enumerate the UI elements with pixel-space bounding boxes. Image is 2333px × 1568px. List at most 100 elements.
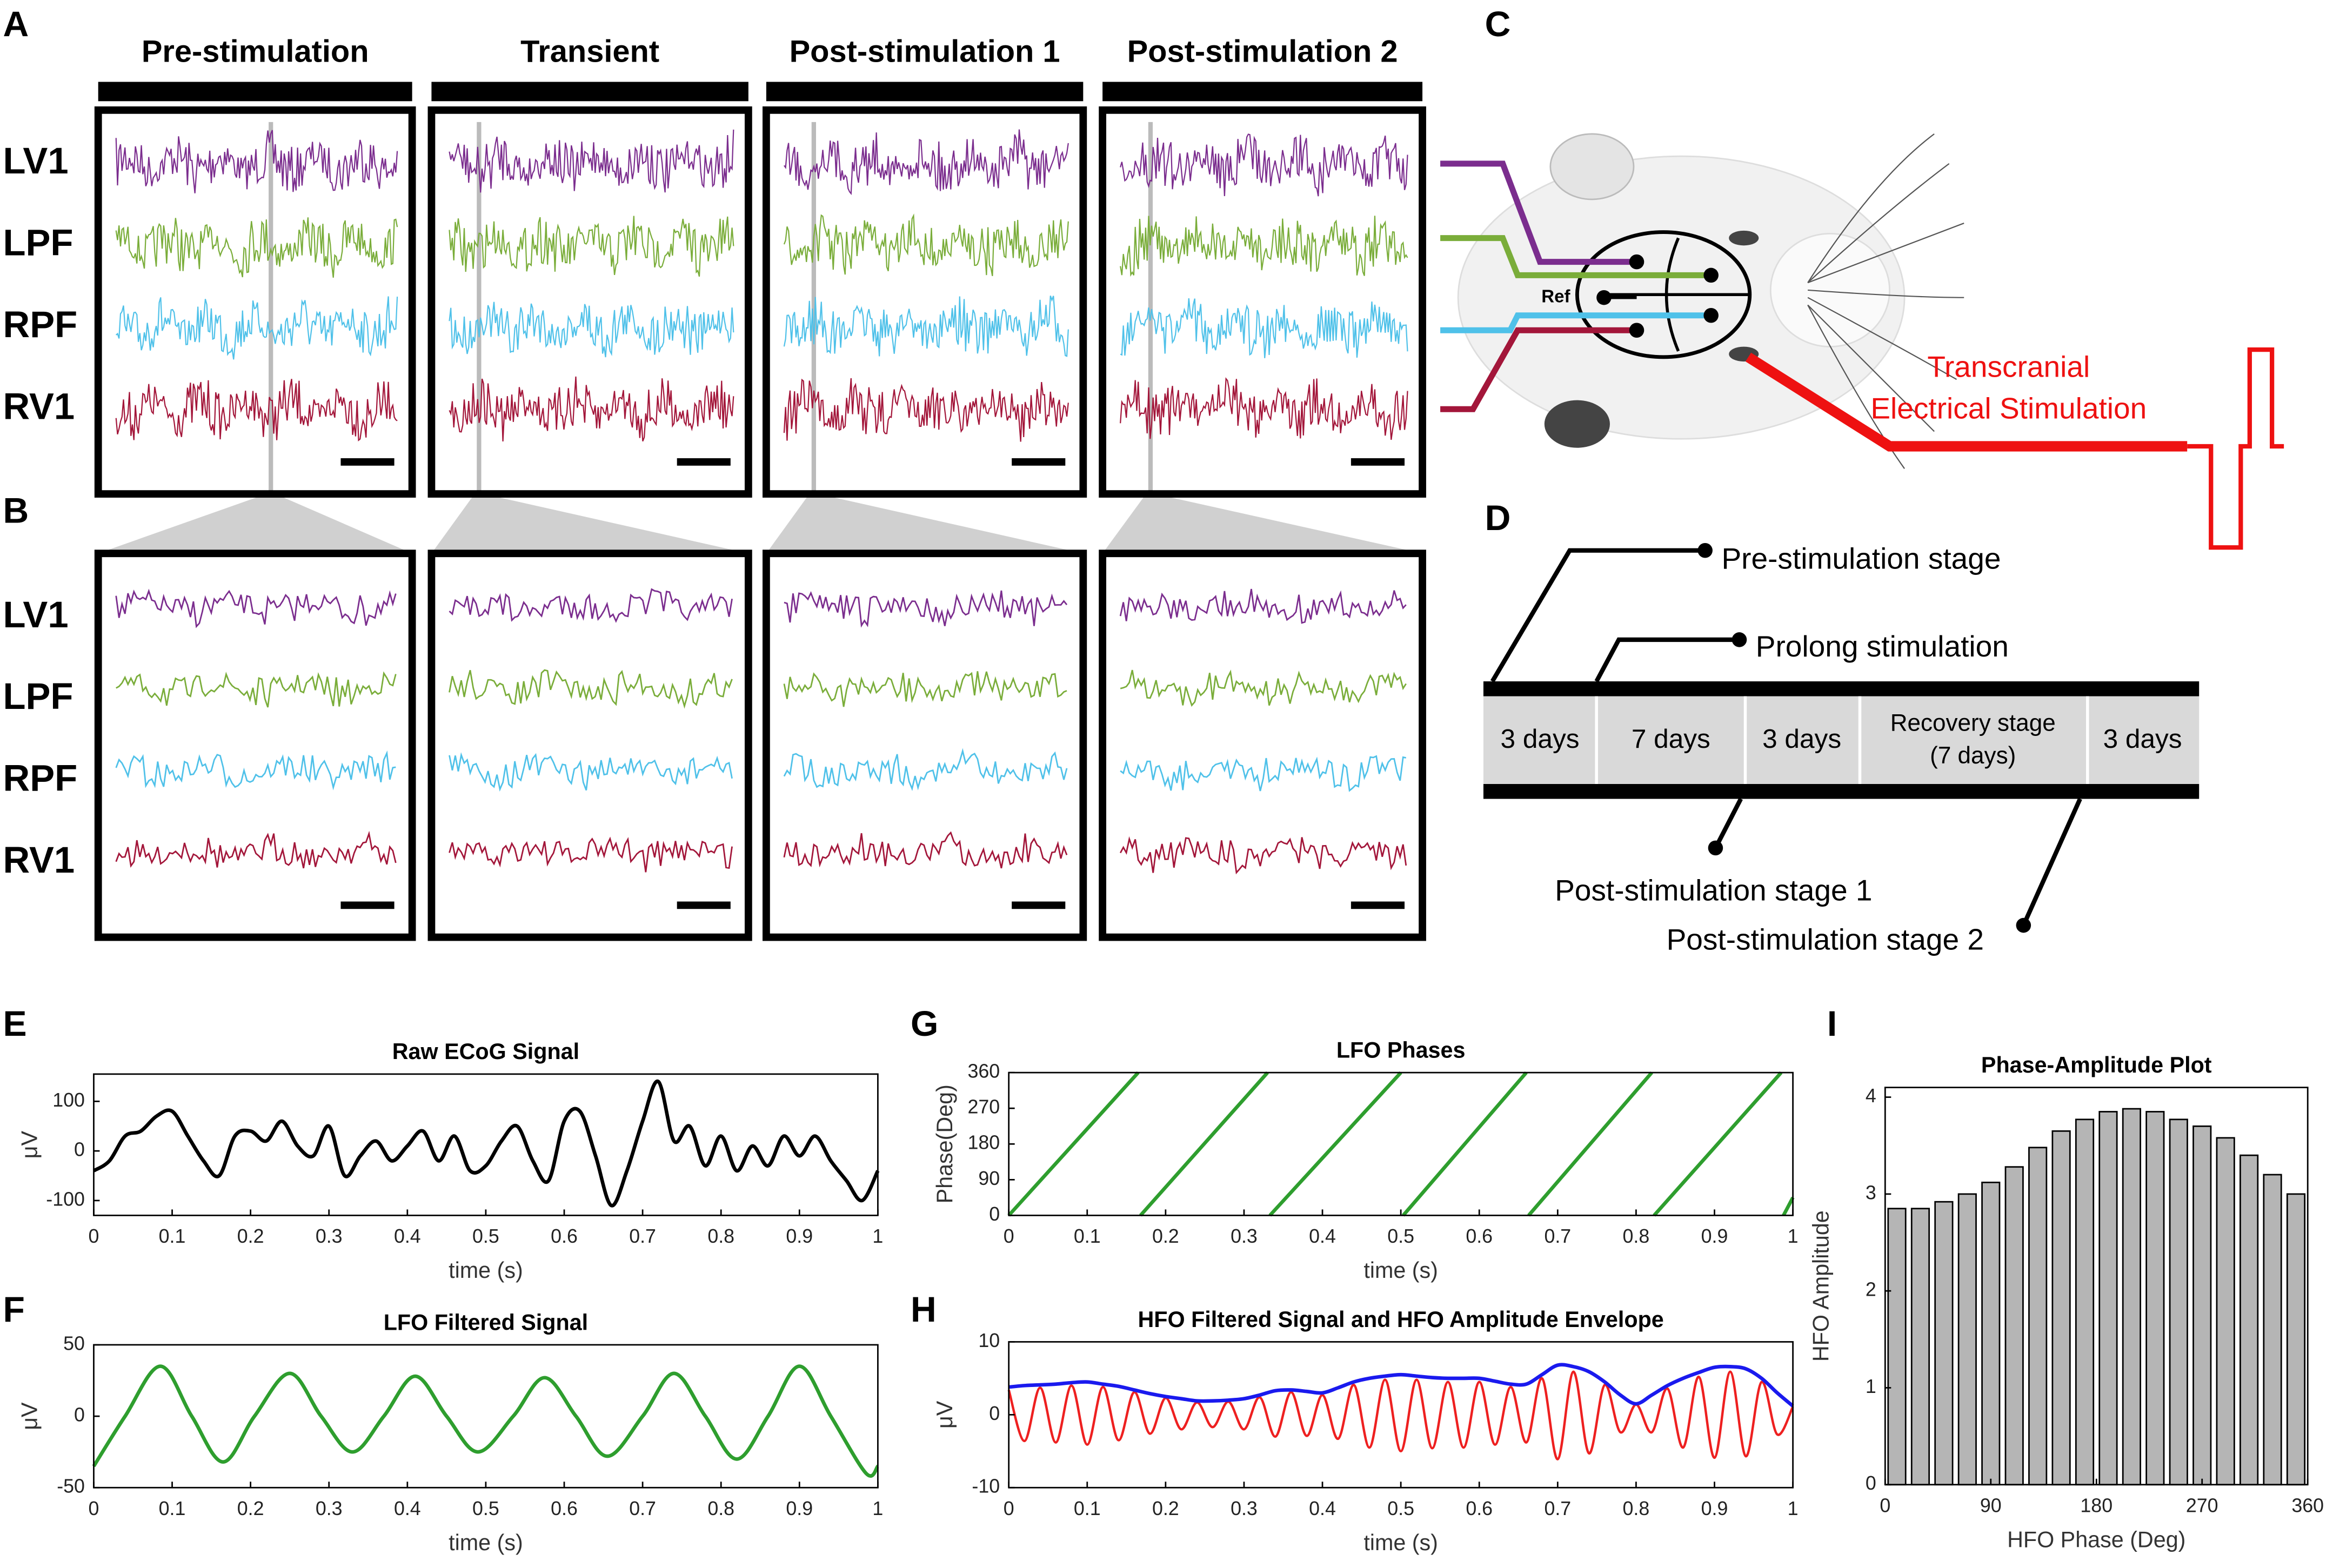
x-tick-label: 0.9 (1701, 1498, 1728, 1519)
plot-frame (93, 1344, 879, 1489)
panel-letter: F (3, 1290, 25, 1330)
stage-bar (766, 82, 1084, 102)
channel-label: RPF (3, 758, 78, 799)
x-tick-label: 1 (1788, 1225, 1799, 1247)
x-tick-label: 360 (2291, 1495, 2324, 1517)
bar (2169, 1118, 2188, 1486)
scale-bar (1012, 901, 1066, 909)
y-tick-label: 1 (1866, 1376, 1876, 1397)
bar (2004, 1166, 2024, 1486)
bar (2122, 1108, 2141, 1486)
y-tick-label: 0 (74, 1139, 85, 1161)
trace (115, 130, 398, 193)
trace (783, 748, 1068, 791)
x-tick-label: 0.5 (472, 1498, 499, 1519)
x-tick-label: 0.3 (1231, 1225, 1258, 1247)
bar (2051, 1130, 2071, 1486)
trace (449, 301, 734, 358)
channel-label: RPF (3, 304, 78, 345)
channel-label: LV1 (3, 594, 69, 635)
x-axis-label: time (s) (1363, 1258, 1438, 1283)
x-tick-label: 0.5 (472, 1225, 499, 1247)
trace (115, 588, 397, 628)
trace (115, 217, 398, 278)
y-axis-label: μV (932, 1401, 957, 1429)
timeline (1483, 542, 2200, 933)
trace (783, 378, 1069, 442)
x-tick-label: 0.4 (394, 1225, 421, 1247)
x-tick-label: 0.2 (1152, 1225, 1179, 1247)
panel-letter: H (911, 1290, 937, 1330)
x-tick-label: 0.9 (786, 1225, 813, 1247)
callout: Post-stimulation stage 1 (1555, 874, 1872, 907)
y-tick-label: 0 (989, 1203, 1000, 1225)
x-tick-label: 0.8 (707, 1498, 734, 1519)
x-tick-label: 0.1 (1074, 1498, 1101, 1519)
ref-label: Ref (1541, 286, 1570, 306)
trace (449, 669, 733, 709)
timeline-cell: 3 days (1762, 723, 1841, 754)
plot (1007, 1363, 1794, 1460)
trace (115, 830, 397, 869)
trace (115, 379, 398, 441)
x-tick-label: 0.6 (551, 1498, 578, 1519)
y-tick-label: 10 (978, 1330, 1000, 1351)
x-tick-label: 90 (1980, 1495, 2002, 1517)
channel-label: RV1 (3, 385, 75, 427)
trace (1119, 588, 1407, 624)
x-tick-label: 1 (872, 1225, 883, 1247)
x-tick-label: 0.6 (1466, 1225, 1493, 1247)
stage-bar (431, 82, 748, 102)
x-tick-label: 0.8 (1623, 1225, 1650, 1247)
scale-bar (677, 901, 731, 909)
y-tick-label: 360 (967, 1061, 1000, 1082)
timeline-cell: 7 days (1632, 723, 1710, 754)
callout: Prolong stimulation (1756, 629, 2009, 663)
chart-title: LFO Phases (1336, 1037, 1466, 1062)
x-tick-label: 270 (2186, 1495, 2218, 1517)
x-tick-label: 0 (1880, 1495, 1890, 1517)
x-tick-label: 0.2 (1152, 1498, 1179, 1519)
timeline-cell: Recovery stage (1890, 710, 2056, 736)
trace-box (763, 550, 1087, 941)
trace (783, 671, 1067, 707)
timeline-cell: 3 days (1501, 723, 1580, 754)
zoom-wedge (431, 494, 748, 554)
x-tick-label: 0.8 (1623, 1498, 1650, 1519)
trace (783, 213, 1069, 276)
trace-box (763, 106, 1087, 498)
y-tick-label: 4 (1866, 1085, 1876, 1107)
trace (783, 296, 1069, 357)
trace-box (94, 106, 416, 498)
scale-bar (1351, 901, 1405, 909)
x-axis-label: HFO Phase (Deg) (2007, 1527, 2185, 1552)
stage-title: Post-stimulation 2 (1127, 34, 1398, 69)
plot (92, 1364, 880, 1478)
trace (784, 590, 1068, 628)
trace-box (427, 106, 752, 498)
trace (449, 588, 733, 623)
trace (783, 831, 1068, 869)
trace-box (1099, 106, 1426, 498)
y-axis-label: μV (17, 1131, 42, 1159)
bar (1957, 1193, 1977, 1486)
callout: Post-stimulation stage 2 (1667, 922, 1984, 956)
panel-letter: E (3, 1004, 27, 1044)
x-tick-label: 0.6 (1466, 1498, 1493, 1519)
x-tick-label: 0.3 (1231, 1498, 1258, 1519)
x-axis-label: time (s) (1363, 1530, 1438, 1555)
y-tick-label: 2 (1866, 1279, 1876, 1301)
x-axis-label: time (s) (449, 1258, 523, 1283)
x-tick-label: 0.5 (1387, 1225, 1414, 1247)
panel-letter: D (1485, 498, 1511, 538)
plot (1007, 1071, 1795, 1217)
x-tick-label: 0.5 (1387, 1498, 1414, 1519)
zoom-wedge (1102, 494, 1423, 554)
panel-letter: B (3, 491, 29, 531)
chart-title: Raw ECoG Signal (392, 1039, 579, 1064)
x-tick-label: 0.2 (237, 1225, 264, 1247)
trace (116, 296, 398, 360)
bar (2028, 1147, 2048, 1486)
bar (2145, 1111, 2165, 1486)
